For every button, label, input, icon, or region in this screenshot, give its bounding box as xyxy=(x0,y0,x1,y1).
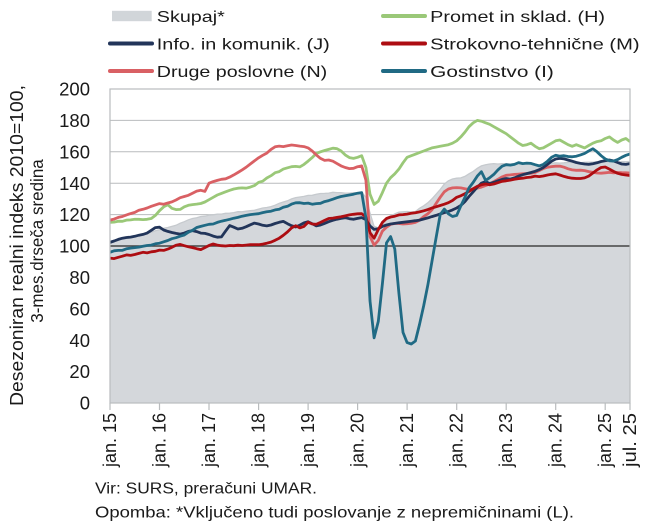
svg-text:100: 100 xyxy=(59,236,90,257)
svg-text:jan. 18: jan. 18 xyxy=(248,413,269,468)
svg-text:jan. 17: jan. 17 xyxy=(198,413,219,468)
svg-text:jul. 25: jul. 25 xyxy=(619,413,640,468)
svg-text:jan. 15: jan. 15 xyxy=(99,413,120,468)
svg-text:Vir: SURS, preračuni UMAR.: Vir: SURS, preračuni UMAR. xyxy=(95,481,317,498)
svg-text:Druge poslovne (N): Druge poslovne (N) xyxy=(157,64,327,81)
svg-text:Strokovno-tehnične (M): Strokovno-tehnične (M) xyxy=(430,36,639,53)
svg-text:jan. 21: jan. 21 xyxy=(396,413,417,468)
svg-text:80: 80 xyxy=(69,267,90,288)
svg-text:0: 0 xyxy=(80,393,90,414)
svg-text:140: 140 xyxy=(59,173,90,194)
svg-text:Info. in komunik. (J): Info. in komunik. (J) xyxy=(157,36,330,53)
svg-text:40: 40 xyxy=(69,330,90,351)
svg-text:jan. 25: jan. 25 xyxy=(594,413,615,468)
svg-text:jan. 19: jan. 19 xyxy=(297,413,318,468)
svg-text:Skupaj*: Skupaj* xyxy=(157,9,225,26)
svg-text:jan. 23: jan. 23 xyxy=(495,413,516,468)
svg-text:180: 180 xyxy=(59,110,90,131)
svg-text:Promet in sklad. (H): Promet in sklad. (H) xyxy=(430,9,605,26)
svg-text:60: 60 xyxy=(69,298,90,319)
svg-text:jan. 22: jan. 22 xyxy=(446,413,467,468)
svg-text:Desezoniran realni indeks 2010: Desezoniran realni indeks 2010=100, xyxy=(6,85,27,406)
svg-text:Opomba: *Vključeno tudi poslov: Opomba: *Vključeno tudi poslovanje z nep… xyxy=(95,505,574,522)
svg-text:jan. 20: jan. 20 xyxy=(347,413,368,468)
svg-text:jan. 24: jan. 24 xyxy=(545,413,566,468)
svg-text:200: 200 xyxy=(59,79,90,100)
svg-text:Gostinstvo (I): Gostinstvo (I) xyxy=(430,64,554,81)
svg-text:20: 20 xyxy=(69,361,90,382)
svg-text:160: 160 xyxy=(59,141,90,162)
svg-text:120: 120 xyxy=(59,204,90,225)
svg-text:3-mes.drseča sredina: 3-mes.drseča sredina xyxy=(27,159,47,323)
svg-text:jan. 16: jan. 16 xyxy=(149,413,170,468)
